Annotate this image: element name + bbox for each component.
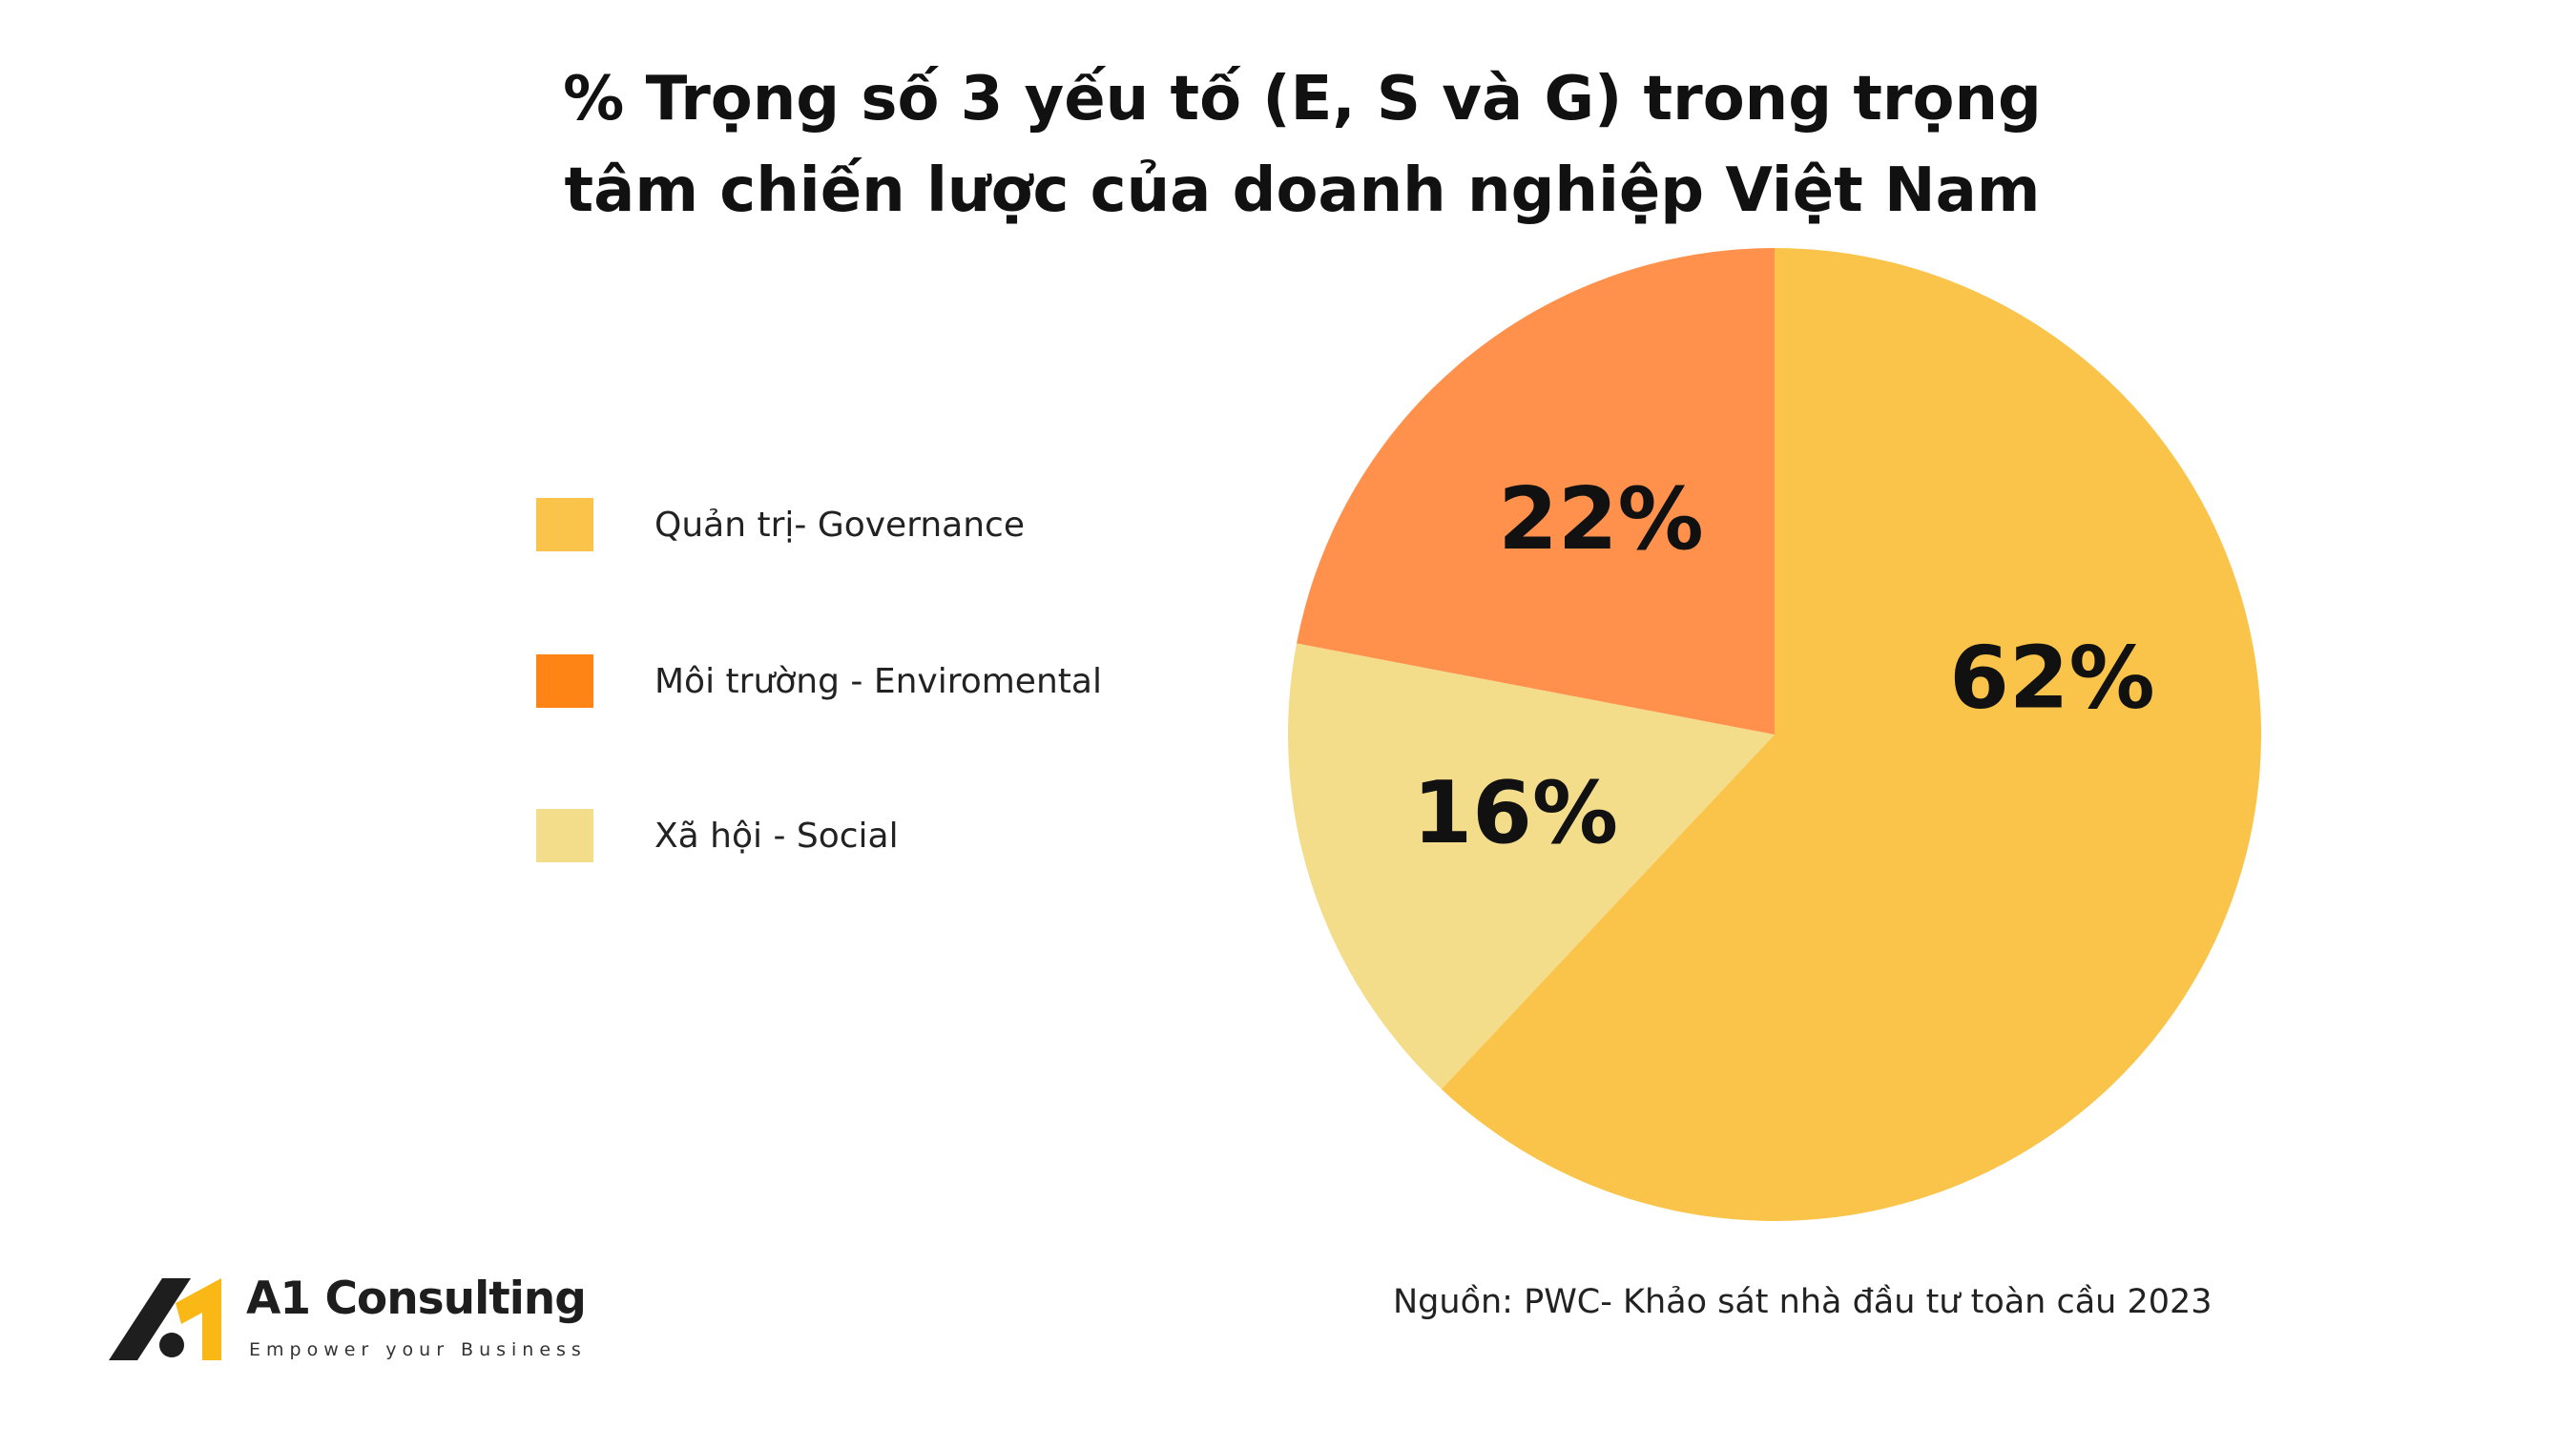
source-note: Nguồn: PWC- Khảo sát nhà đầu tư toàn cầu… — [1393, 1283, 2212, 1321]
logo-name: A1 Consulting — [246, 1273, 587, 1325]
brand-logo: A1 Consulting Empower your Business — [109, 1271, 587, 1376]
legend-label-environmental: Môi trường - Enviromental — [654, 661, 1102, 701]
pie-label-enviromental: 22% — [1498, 469, 1703, 569]
pie-slice-governance — [1441, 248, 2261, 1221]
chart-title-line-2: tâm chiến lược của doanh nghiệp Việt Nam — [564, 155, 2041, 226]
legend-swatch-governance — [536, 498, 593, 551]
pie-chart: 62% 16% 22% — [1288, 248, 2261, 1221]
legend-swatch-social — [536, 809, 593, 862]
chart-title-line-1: % Trọng số 3 yếu tố (E, S và G) trong tr… — [563, 64, 2042, 135]
legend-item-governance: Quản trị- Governance — [536, 496, 1025, 553]
pie-label-social: 16% — [1413, 763, 1618, 863]
legend-item-environmental: Môi trường - Enviromental — [536, 652, 1102, 710]
pie-label-governance: 62% — [1949, 628, 2154, 728]
chart-title: % Trọng số 3 yếu tố (E, S và G) trong tr… — [0, 53, 2576, 237]
pie-slice-social — [1288, 643, 1775, 1089]
a1-logo-mark-icon — [109, 1278, 221, 1360]
legend-label-governance: Quản trị- Governance — [654, 505, 1026, 545]
pie-slice-enviromental — [1297, 248, 1775, 735]
logo-tagline: Empower your Business — [249, 1339, 587, 1360]
legend-label-social: Xã hội - Social — [654, 816, 899, 856]
legend-swatch-environmental — [536, 654, 593, 708]
legend-item-social: Xã hội - Social — [536, 807, 899, 864]
